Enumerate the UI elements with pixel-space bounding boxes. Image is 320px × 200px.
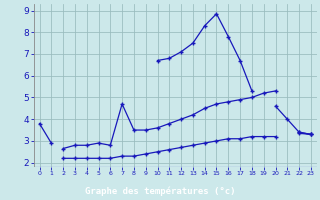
Text: Graphe des températures (°c): Graphe des températures (°c): [85, 187, 235, 196]
